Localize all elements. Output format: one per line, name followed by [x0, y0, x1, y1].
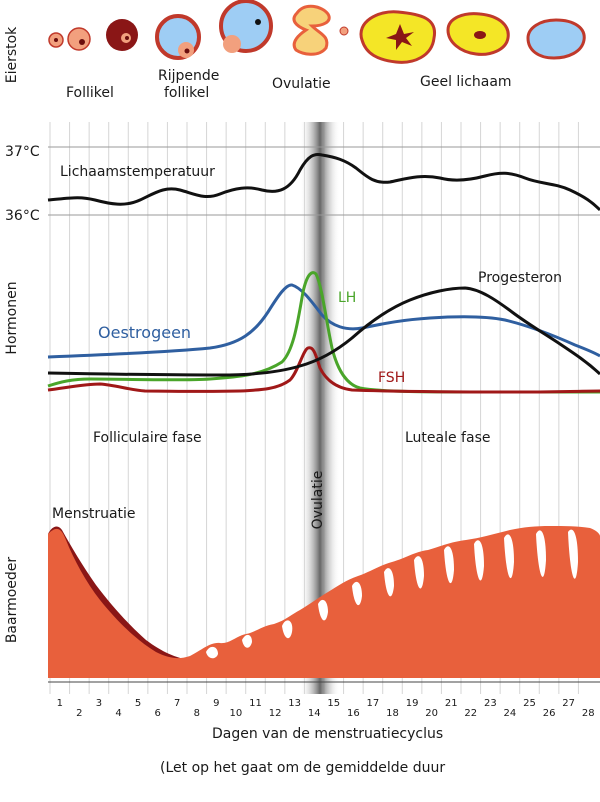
- label-menstruation: Menstruatie: [52, 506, 136, 522]
- ovulation-band-label: Ovulatie: [310, 471, 326, 530]
- temperature-curve: [47, 152, 600, 212]
- day-tick-label: 3: [96, 698, 102, 709]
- phase-follicular: Follicul­aire fase: [93, 430, 202, 446]
- day-tick-label: 1: [57, 698, 63, 709]
- label-progesterone: Progesteron: [478, 270, 562, 286]
- day-tick-label: 18: [386, 708, 399, 719]
- label-corpus-luteum: Geel lichaam: [420, 74, 512, 90]
- endometrium-glands: [206, 529, 578, 659]
- progesterone-curve: [47, 286, 600, 377]
- day-tick-label: 23: [484, 698, 497, 709]
- label-follicle: Follikel: [66, 85, 114, 101]
- fsh-curve: [47, 346, 600, 394]
- section-label-ovary: Eierstok: [4, 26, 20, 83]
- ovary-stage-icons: [48, 0, 586, 64]
- day-tick-label: 4: [115, 708, 121, 719]
- day-tick-label: 12: [269, 708, 282, 719]
- label-fsh: FSH: [378, 370, 405, 386]
- corpus-albicans-icon: [526, 18, 586, 60]
- section-label-hormones: Hormonen: [4, 281, 20, 354]
- temp-label: Lichaamstemperatuur: [60, 164, 215, 180]
- x-axis-note: (Let op het gaat om de gemiddelde duur: [160, 760, 445, 776]
- day-tick-label: 25: [523, 698, 536, 709]
- day-tick-label: 28: [582, 708, 595, 719]
- day-tick-label: 8: [194, 708, 200, 719]
- day-tick-label: 22: [464, 708, 477, 719]
- day-tick-label: 14: [308, 708, 321, 719]
- label-lh: LH: [338, 290, 356, 306]
- day-tick-label: 26: [543, 708, 556, 719]
- label-ripening-follicle-2: follikel: [164, 85, 209, 101]
- label-ripening-follicle-1: Rijpende: [158, 68, 219, 84]
- day-tick-label: 2: [76, 708, 82, 719]
- day-tick-label: 24: [504, 708, 517, 719]
- day-tick-label: 11: [249, 698, 262, 709]
- day-tick-labels: 1234567891011121314151617181920212223242…: [57, 698, 595, 719]
- day-tick-label: 7: [174, 698, 180, 709]
- label-ovulation: Ovulatie: [272, 76, 331, 92]
- primary-follicle-icon: [67, 27, 91, 51]
- temp-tick-37: 37°C: [5, 144, 40, 160]
- label-estrogen: Oestrogeen: [98, 323, 191, 342]
- day-tick-label: 15: [327, 698, 340, 709]
- day-tick-label: 9: [213, 698, 219, 709]
- day-tick-label: 19: [406, 698, 419, 709]
- day-tick-label: 27: [562, 698, 575, 709]
- x-axis-title: Dagen van de menstruatiecyclus: [212, 726, 443, 742]
- ruptured-follicle-icon: [292, 4, 331, 56]
- day-tick-label: 5: [135, 698, 141, 709]
- day-tick-label: 20: [425, 708, 438, 719]
- day-tick-label: 13: [288, 698, 301, 709]
- temp-tick-36: 36°C: [5, 208, 40, 224]
- section-label-uterus: Baarmoeder: [4, 557, 20, 644]
- day-tick-label: 6: [154, 708, 160, 719]
- day-tick-label: 16: [347, 708, 360, 719]
- day-tick-label: 10: [230, 708, 243, 719]
- day-tick-label: 17: [367, 698, 380, 709]
- phase-luteal: Luteale fase: [405, 430, 490, 446]
- day-tick-label: 21: [445, 698, 458, 709]
